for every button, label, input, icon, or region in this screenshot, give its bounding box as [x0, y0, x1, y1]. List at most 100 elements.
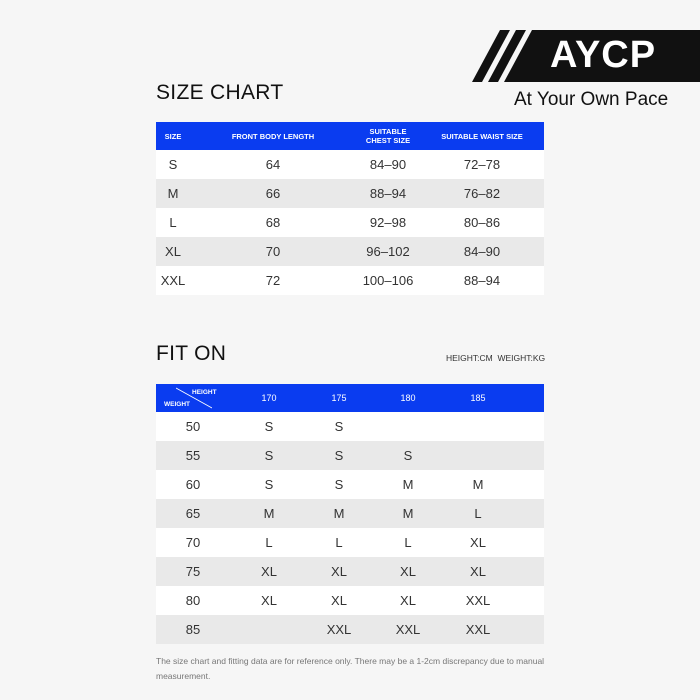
table-cell: 64 [190, 150, 356, 179]
table-cell: M [370, 470, 446, 499]
table-row: 80 XL XL XL XXL [156, 586, 544, 615]
table-cell: XL [446, 557, 510, 586]
table-cell: S [370, 441, 446, 470]
brand-logo: AYCP [472, 30, 700, 82]
table-cell: XL [370, 557, 446, 586]
table-cell: S [230, 412, 308, 441]
table-cell: 80 [156, 586, 230, 615]
table-cell: XL [370, 586, 446, 615]
table-cell: XL [308, 586, 370, 615]
table-cell: XL [156, 237, 190, 266]
spacer-cell [510, 528, 544, 557]
spacer-cell [510, 412, 544, 441]
table-cell: M [446, 470, 510, 499]
table-cell: 70 [156, 528, 230, 557]
fit-on-table: HEIGHT WEIGHT 170 175 180 185 50 S S 55 S S S 60 S S M… [156, 384, 544, 644]
table-cell: 72 [190, 266, 356, 295]
table-cell: 66 [190, 179, 356, 208]
table-cell: 80–86 [420, 208, 544, 237]
height-header: 185 [446, 384, 510, 412]
table-cell: 65 [156, 499, 230, 528]
table-cell: S [308, 470, 370, 499]
table-cell: 68 [190, 208, 356, 237]
table-cell: M [156, 179, 190, 208]
units-label: HEIGHT:CM WEIGHT:KG [446, 353, 546, 363]
spacer-cell [510, 441, 544, 470]
table-row: S 64 84–90 72–78 [156, 150, 544, 179]
table-row: 85 XXL XXL XXL [156, 615, 544, 644]
size-chart-title: SIZE CHART [156, 81, 284, 104]
logo-stripes-icon [472, 30, 700, 82]
column-header: SIZE [156, 122, 190, 150]
brand-tagline: At Your Own Pace [514, 89, 669, 110]
table-cell: 50 [156, 412, 230, 441]
table-row: XXL 72 100–106 88–94 [156, 266, 544, 295]
height-header: 170 [230, 384, 308, 412]
table-cell: XXL [370, 615, 446, 644]
table-cell: XXL [446, 615, 510, 644]
table-cell: XXL [156, 266, 190, 295]
size-chart-table: SIZE FRONT BODY LENGTH SUITABLE CHEST SIZE… [156, 122, 544, 295]
spacer-cell [510, 557, 544, 586]
table-cell: 55 [156, 441, 230, 470]
table-cell: 76–82 [420, 179, 544, 208]
table-cell: XL [230, 557, 308, 586]
table-cell: 96–102 [356, 237, 420, 266]
table-cell: XL [446, 528, 510, 557]
table-cell: L [370, 528, 446, 557]
table-cell: L [230, 528, 308, 557]
table-cell [370, 412, 446, 441]
corner-cell: HEIGHT WEIGHT [156, 384, 230, 412]
spacer-cell [510, 470, 544, 499]
table-cell [446, 441, 510, 470]
table-cell: S [230, 441, 308, 470]
table-cell: S [230, 470, 308, 499]
table-cell: S [156, 150, 190, 179]
table-cell: S [308, 441, 370, 470]
table-cell: XL [230, 586, 308, 615]
table-cell: 100–106 [356, 266, 420, 295]
table-cell: S [308, 412, 370, 441]
table-cell: M [230, 499, 308, 528]
table-cell: 84–90 [420, 237, 544, 266]
height-header: 180 [370, 384, 446, 412]
table-cell: XXL [446, 586, 510, 615]
spacer-cell [510, 615, 544, 644]
table-cell: 75 [156, 557, 230, 586]
table-row: 55 S S S [156, 441, 544, 470]
column-header: SUITABLE CHEST SIZE [356, 122, 420, 150]
table-cell: 60 [156, 470, 230, 499]
table-cell: L [156, 208, 190, 237]
spacer-header [510, 384, 544, 412]
logo-text: AYCP [550, 34, 657, 76]
height-header: 175 [308, 384, 370, 412]
table-row: XL 70 96–102 84–90 [156, 237, 544, 266]
diagonal-line-icon [176, 387, 212, 409]
table-row: 70 L L L XL [156, 528, 544, 557]
table-row: M 66 88–94 76–82 [156, 179, 544, 208]
spacer-cell [510, 586, 544, 615]
table-row: 60 S S M M [156, 470, 544, 499]
table-cell: M [370, 499, 446, 528]
footnote: The size chart and fitting data are for … [156, 656, 545, 681]
table-cell: M [308, 499, 370, 528]
table-cell: 85 [156, 615, 230, 644]
table-cell: L [446, 499, 510, 528]
table-cell [230, 615, 308, 644]
table-cell: L [308, 528, 370, 557]
corner-weight-label: WEIGHT [164, 401, 190, 408]
table-row: L 68 92–98 80–86 [156, 208, 544, 237]
table-cell: XXL [308, 615, 370, 644]
spacer-cell [510, 499, 544, 528]
table-cell: 92–98 [356, 208, 420, 237]
table-row: 50 S S [156, 412, 544, 441]
table-cell: 88–94 [356, 179, 420, 208]
table-cell: XL [308, 557, 370, 586]
table-cell [446, 412, 510, 441]
table-cell: 70 [190, 237, 356, 266]
table-cell: 88–94 [420, 266, 544, 295]
corner-height-label: HEIGHT [192, 389, 217, 396]
table-cell: 84–90 [356, 150, 420, 179]
fit-on-title: FIT ON [156, 342, 227, 365]
table-row: 75 XL XL XL XL [156, 557, 544, 586]
